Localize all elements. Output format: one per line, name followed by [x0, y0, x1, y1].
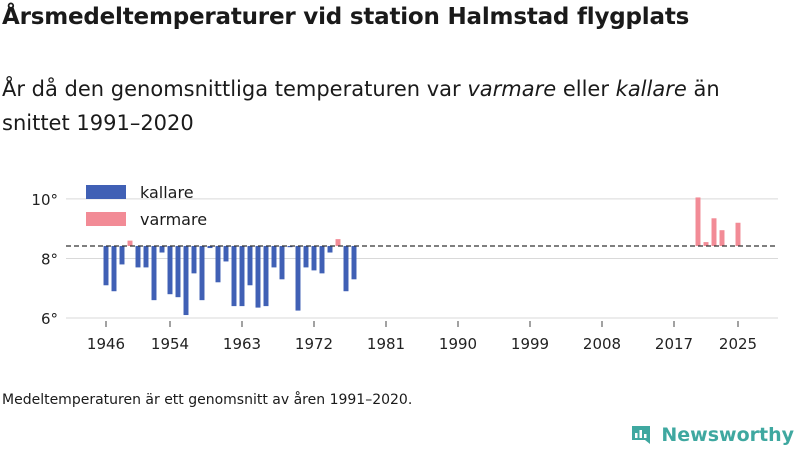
x-tick-label: 1946: [87, 335, 125, 353]
x-tick-label: 1972: [295, 335, 333, 353]
axis-layer: 6° 8° 10° 1946 1954 1963 1972 1981 1990 1999 2008 2…: [31, 191, 778, 353]
bar-1973: [319, 245, 325, 274]
bar-2022: [711, 218, 717, 246]
bar-1968: [279, 245, 285, 280]
y-tick-label: 8°: [41, 250, 58, 268]
subtitle-warm-word: varmare: [467, 77, 557, 101]
bar-1959: [207, 245, 213, 249]
bar-1957: [191, 245, 197, 274]
bar-1955: [175, 245, 181, 298]
bar-1972: [311, 245, 317, 271]
x-tick-label: 1963: [223, 335, 261, 353]
newsworthy-logo-icon: [632, 426, 651, 444]
x-tick-label: 2017: [655, 335, 693, 353]
bar-1951: [143, 245, 149, 268]
x-tick-label: 1990: [439, 335, 477, 353]
bar-2021: [703, 242, 709, 246]
footnote: Medeltemperaturen är ett genomsnitt av å…: [2, 392, 413, 408]
bar-1963: [239, 245, 245, 307]
subtitle-after: än snittet 1991–2020: [2, 77, 720, 135]
bar-1948: [119, 245, 125, 265]
legend-swatch-colder: [86, 185, 126, 199]
y-tick-label: 6°: [41, 310, 58, 328]
bar-2025: [735, 222, 741, 246]
x-tick-label: 1954: [151, 335, 189, 353]
bar-1974: [327, 245, 333, 253]
subtitle-before: År då den genomsnittliga temperaturen va…: [2, 77, 468, 101]
bar-1949: [127, 240, 133, 246]
page-title: Årsmedeltemperaturer vid station Halmsta…: [2, 4, 690, 30]
page-subtitle: År då den genomsnittliga temperaturen va…: [2, 72, 792, 140]
bar-1962: [231, 245, 237, 307]
bar-2023: [719, 230, 725, 246]
legend-swatch-warmer: [86, 212, 126, 226]
bar-1971: [303, 245, 309, 268]
brand-name: Newsworthy: [661, 424, 794, 446]
bar-1977: [351, 245, 357, 280]
bar-1965: [255, 245, 261, 308]
bar-1964: [247, 245, 253, 286]
bar-1952: [151, 245, 157, 301]
legend-label-warmer: varmare: [140, 210, 207, 229]
bar-1950: [135, 245, 141, 268]
bar-1954: [167, 245, 173, 295]
bar-1956: [183, 245, 189, 316]
bar-layer: [103, 197, 741, 316]
x-tick-label: 2008: [583, 335, 621, 353]
bar-1960: [215, 245, 221, 283]
bar-1967: [271, 245, 277, 268]
x-tick-label: 1999: [511, 335, 549, 353]
x-tick-label: 2025: [719, 335, 757, 353]
brand-logo: Newsworthy: [629, 420, 794, 450]
bar-1958: [199, 245, 205, 301]
bar-2020: [695, 197, 701, 246]
bar-1976: [343, 245, 349, 292]
bar-1947: [111, 245, 117, 292]
y-tick-label: 10°: [31, 191, 58, 209]
x-tick-label: 1981: [367, 335, 405, 353]
subtitle-middle: eller: [556, 77, 616, 101]
legend-label-colder: kallare: [140, 183, 194, 202]
subtitle-cold-word: kallare: [615, 77, 687, 101]
legend: kallare varmare: [86, 183, 207, 229]
bar-1975: [335, 239, 341, 246]
bar-1970: [295, 245, 301, 311]
bar-1966: [263, 245, 269, 307]
bar-1946: [103, 245, 109, 286]
bar-1961: [223, 245, 229, 262]
bar-1953: [159, 245, 165, 253]
